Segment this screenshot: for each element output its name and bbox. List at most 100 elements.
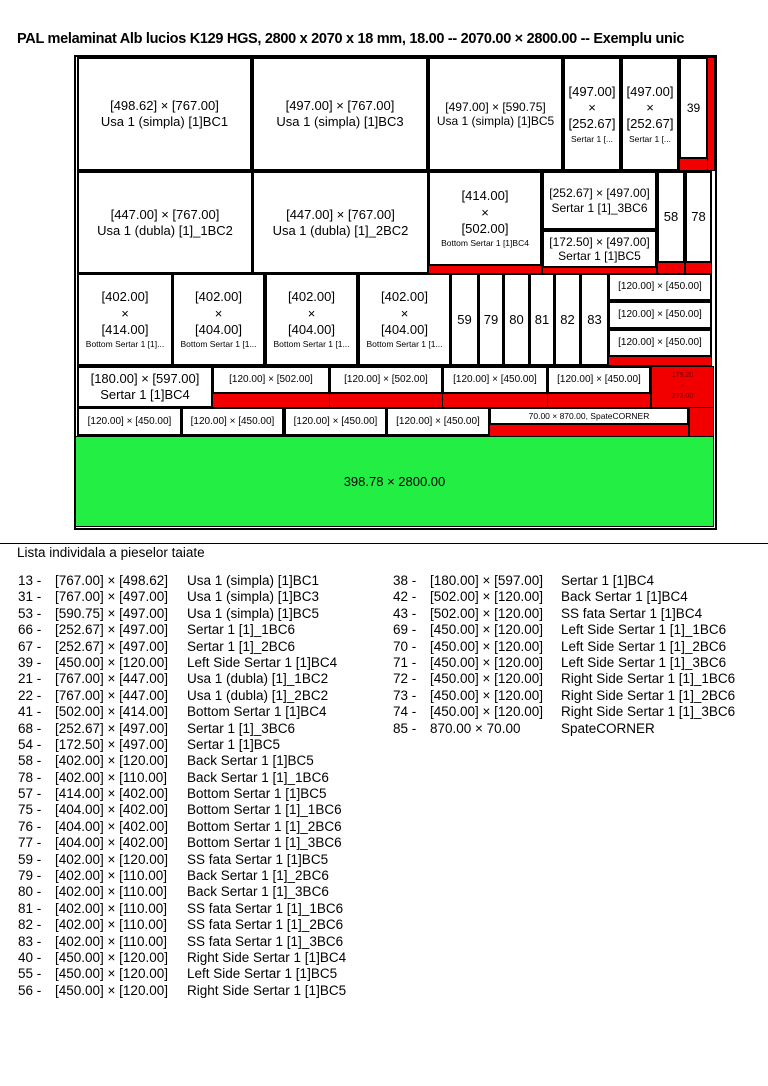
list-item-name: Bottom Sertar 1 [1]BC5: [187, 786, 327, 802]
list-item-id: 13 -: [18, 573, 42, 588]
list-item-id: 77 -: [18, 835, 42, 851]
cut-piece: [120.00] × [450.00]: [608, 273, 712, 301]
list-item-dims: [402.00] × [120.00]: [55, 753, 168, 769]
list-item-name: Back Sertar 1 [1]_3BC6: [187, 884, 329, 900]
piece-label-line: [120.00] × [450.00]: [618, 337, 702, 348]
piece-label-line: 82: [560, 311, 575, 327]
waste-area: [608, 356, 712, 366]
piece-label-line: [402.00]: [381, 289, 428, 305]
waste-area: [547, 393, 651, 408]
list-item-id: 58 -: [18, 753, 42, 769]
waste-label-line: ×: [680, 382, 685, 390]
piece-label-line: 70.00 × 870.00, SpateCORNER: [528, 410, 650, 421]
list-item-id: 72 -: [393, 671, 417, 687]
list-item-name: Right Side Sertar 1 [1]_2BC6: [561, 687, 736, 703]
cut-piece: 83: [580, 273, 609, 366]
list-item-name: Back Sertar 1 [1]_1BC6: [187, 769, 329, 785]
cut-piece: 81: [529, 273, 555, 366]
list-item-name: Left Side Sertar 1 [1]_1BC6: [561, 622, 727, 638]
list-item-name: SS fata Sertar 1 [1]_3BC6: [187, 933, 344, 949]
piece-name-truncated: Bottom Sertar 1 [1...: [366, 339, 443, 350]
piece-label-line: [120.00] × [450.00]: [618, 281, 702, 292]
list-item-id: 85 -: [393, 720, 417, 736]
cut-piece: [172.50] × [497.00] Sertar 1 [1]BC5: [542, 230, 657, 268]
list-item-dims: [590.75] × [497.00]: [55, 605, 168, 621]
list-item-name: Usa 1 (dubla) [1]_1BC2: [187, 671, 329, 687]
list-item-id: 82 -: [18, 917, 42, 933]
list-item-id: 40 -: [18, 949, 42, 965]
piece-label-line: [402.00]: [288, 289, 335, 305]
list-item-id: 53 -: [18, 605, 42, 621]
cut-piece: [498.62] × [767.00] Usa 1 (simpla) [1]BC1: [77, 57, 252, 171]
piece-label-line: Usa 1 (dubla) [1]_2BC2: [272, 222, 409, 238]
waste-label-line: 273.00: [671, 393, 694, 401]
list-item-id: 21 -: [18, 671, 42, 687]
list-item-dims: [450.00] × [120.00]: [55, 966, 168, 982]
list-item-dims: [404.00] × [402.00]: [55, 818, 168, 834]
list-item-name: Usa 1 (simpla) [1]BC5: [187, 605, 320, 621]
piece-label-line: [497.00] × [767.00]: [285, 98, 395, 114]
piece-label-line: [120.00] × [502.00]: [344, 374, 428, 385]
piece-label-line: [120.00] × [450.00]: [190, 415, 275, 427]
cut-piece: 82: [554, 273, 581, 366]
list-item-name: Usa 1 (simpla) [1]BC3: [187, 589, 320, 605]
cut-piece: [120.00] × [502.00]: [212, 366, 330, 394]
list-item-id: 43 -: [393, 605, 417, 621]
list-item-dims: 870.00 × 70.00: [430, 720, 521, 736]
cut-piece: 58: [657, 171, 685, 263]
cut-piece: [120.00] × [450.00]: [608, 329, 712, 357]
divider: [0, 543, 768, 544]
waste-area: [679, 158, 708, 171]
list-item-id: 42 -: [393, 589, 417, 605]
piece-label-line: [120.00] × [450.00]: [293, 415, 378, 427]
piece-label-line: ×: [400, 305, 409, 321]
piece-name-truncated: Bottom Sertar 1 [1]...: [85, 339, 165, 350]
list-item-dims: [252.67] × [497.00]: [55, 720, 168, 736]
list-item-dims: [450.00] × [120.00]: [430, 704, 543, 720]
list-item-dims: [502.00] × [120.00]: [430, 605, 543, 621]
list-item-name: Left Side Sertar 1 [1]_2BC6: [561, 638, 727, 654]
piece-label-line: [497.00]: [568, 83, 616, 99]
list-item-name: Sertar 1 [1]_2BC6: [187, 638, 296, 654]
piece-label-line: ×: [121, 305, 129, 321]
list-item-name: Sertar 1 [1]BC4: [561, 573, 655, 588]
list-item-name: Sertar 1 [1]BC5: [187, 736, 281, 752]
list-item-dims: [450.00] × [120.00]: [55, 949, 168, 965]
waste-area: [329, 393, 443, 408]
cut-piece: [414.00] × [502.00] Bottom Sertar 1 [1]BC4: [428, 171, 542, 266]
cut-piece: 78: [685, 171, 712, 263]
cut-piece: [447.00] × [767.00] Usa 1 (dubla) [1]_2BC…: [252, 171, 429, 274]
list-item-name: Usa 1 (simpla) [1]BC1: [187, 573, 320, 588]
list-item-dims: [402.00] × [110.00]: [55, 933, 167, 949]
piece-label-line: 39: [686, 100, 701, 115]
list-item-dims: [450.00] × [120.00]: [430, 671, 543, 687]
piece-label-line: [252.67]: [626, 116, 674, 132]
piece-label-line: ×: [646, 100, 654, 116]
list-item-id: 22 -: [18, 687, 42, 703]
piece-label-line: [120.00] × [450.00]: [557, 374, 641, 385]
piece-label-line: [172.50] × [497.00]: [549, 234, 650, 249]
cut-piece: 59: [450, 273, 479, 366]
list-item-name: SS fata Sertar 1 [1]BC4: [561, 605, 703, 621]
waste-area: [707, 57, 715, 171]
piece-label-line: ×: [481, 204, 489, 220]
piece-label-line: [498.62] × [767.00]: [110, 98, 219, 114]
list-item-id: 38 -: [393, 573, 417, 588]
list-item-name: SS fata Sertar 1 [1]_1BC6: [187, 900, 344, 916]
list-item-dims: [502.00] × [414.00]: [55, 704, 168, 720]
piece-name-truncated: Sertar 1 [...: [570, 133, 614, 144]
list-item-dims: [402.00] × [120.00]: [55, 851, 168, 867]
list-item-dims: [402.00] × [110.00]: [55, 900, 167, 916]
list-item-dims: [402.00] × [110.00]: [55, 884, 167, 900]
list-item-dims: [450.00] × [120.00]: [430, 638, 543, 654]
piece-label-line: [120.00] × [450.00]: [618, 309, 702, 320]
list-item-id: 55 -: [18, 966, 42, 982]
piece-label-line: ×: [588, 100, 596, 116]
list-item-dims: [767.00] × [447.00]: [55, 671, 168, 687]
list-item-dims: [402.00] × [110.00]: [55, 917, 167, 933]
piece-label-line: [497.00]: [626, 83, 674, 99]
piece-label-line: [120.00] × [502.00]: [229, 374, 313, 385]
cut-piece: [120.00] × [450.00]: [442, 366, 548, 394]
cut-piece: [402.00] × [414.00] Bottom Sertar 1 [1]...: [77, 273, 173, 366]
piece-label-line: [404.00]: [381, 321, 428, 337]
